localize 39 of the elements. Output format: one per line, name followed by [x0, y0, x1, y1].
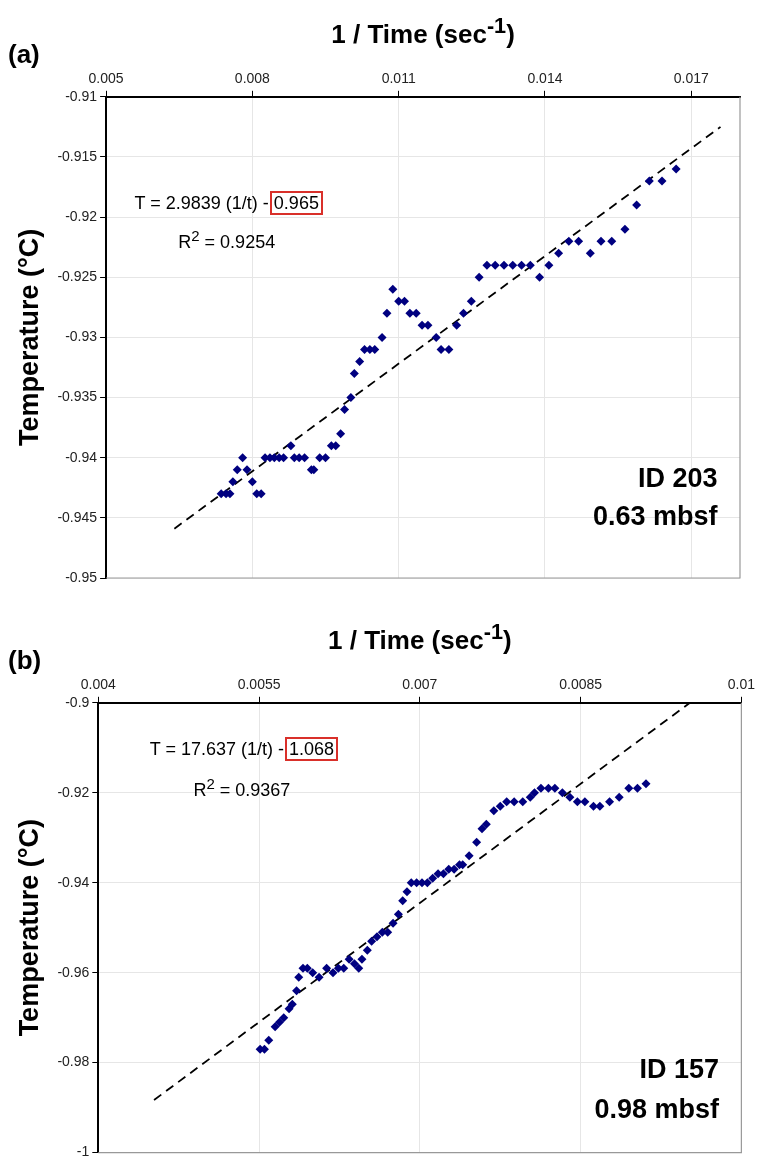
x-tick-label: 0.005 — [88, 70, 124, 87]
x-tick-label: 0.01 — [727, 676, 756, 693]
y-axis-title: Temperature (°C) — [13, 228, 44, 447]
annotation: R$^{2}$ = 0.9254 — [178, 226, 276, 253]
y-tick-label: -0.925 — [57, 268, 98, 285]
x-tick-label: 0.007 — [402, 676, 438, 693]
y-tick-label: -0.945 — [57, 508, 98, 525]
annotation: 0.98 mbsf — [594, 1094, 719, 1126]
y-tick-label: -0.94 — [57, 873, 90, 890]
y-tick-label: -0.9 — [65, 693, 90, 710]
y-tick-label: -0.94 — [65, 448, 98, 465]
y-tick-label: -0.935 — [57, 388, 98, 405]
x-tick-label: 0.014 — [527, 70, 563, 87]
y-tick-label: -0.915 — [57, 147, 98, 164]
annotation: T = 17.637 (1/t) - 1.068 — [149, 738, 335, 759]
y-tick-label: -0.91 — [65, 87, 98, 104]
x-tick-label: 0.004 — [80, 676, 117, 693]
y-tick-label: -0.95 — [65, 568, 98, 585]
y-tick-label: -1 — [76, 1143, 90, 1160]
chart-title: (b) — [8, 644, 42, 676]
annotation: ID 203 — [638, 462, 718, 494]
y-tick-label: -0.93 — [65, 328, 98, 345]
y-tick-label: -0.96 — [57, 963, 90, 980]
y-tick-label: -0.92 — [65, 207, 98, 224]
x-axis-title: 1 / Time (sec$^{-1}$) — [328, 618, 512, 656]
x-tick-label: 0.008 — [234, 70, 271, 87]
annotation: T = 2.9839 (1/t) - 0.965 — [134, 193, 319, 214]
x-tick-label: 0.0085 — [559, 676, 603, 693]
y-tick-label: -0.92 — [57, 783, 90, 800]
x-tick-label: 0.017 — [673, 70, 709, 87]
y-tick-label: -0.98 — [57, 1053, 90, 1070]
y-axis-title: Temperature (°C) — [13, 819, 44, 1037]
x-tick-label: 0.0055 — [237, 676, 281, 693]
annotation: ID 157 — [639, 1053, 719, 1085]
chart-title: (a) — [8, 38, 40, 70]
annotation: 0.63 mbsf — [593, 501, 718, 532]
annotation: R$^{2}$ = 0.9367 — [193, 774, 291, 801]
x-tick-label: 0.011 — [381, 70, 416, 87]
x-axis-title: 1 / Time (sec$^{-1}$) — [331, 12, 515, 50]
